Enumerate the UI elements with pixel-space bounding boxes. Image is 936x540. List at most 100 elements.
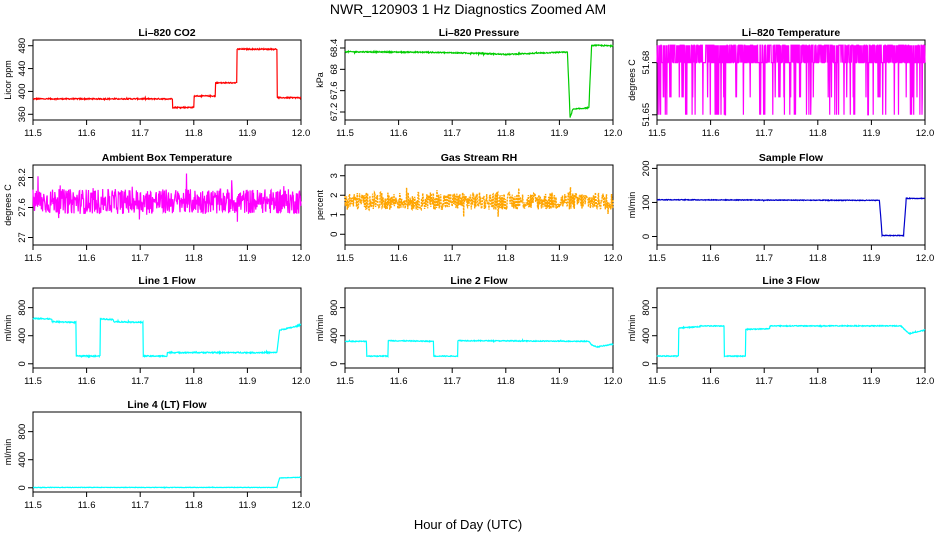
y-axis-label: ml/min [315, 315, 325, 342]
x-tick-label: 11.6 [390, 376, 408, 387]
x-tick-label: 11.5 [648, 253, 666, 264]
x-tick-label: 12.0 [916, 376, 935, 387]
y-tick-label: 68 [329, 64, 340, 75]
plot-frame [344, 39, 614, 121]
series-line-sample_flow [656, 196, 926, 238]
x-tick-label: 12.0 [604, 376, 623, 387]
x-tick-label: 11.7 [443, 128, 461, 139]
panel-title: Sample Flow [759, 152, 824, 164]
x-tick-label: 11.9 [239, 128, 257, 139]
y-axis-label: degrees C [627, 59, 637, 101]
x-tick-label: 11.8 [185, 128, 203, 139]
y-tick-label: 400 [17, 83, 28, 99]
y-tick-label: 51.65 [641, 103, 652, 127]
panel-co2: Li–820 CO2 11.5 11.6 11.7 11.8 11.9 12.0 360 400… [3, 27, 310, 139]
x-tick-label: 12.0 [292, 253, 311, 264]
y-tick-label: 440 [17, 61, 28, 77]
x-axis-label: Hour of Day (UTC) [413, 517, 523, 532]
y-axis-label: ml/min [627, 192, 637, 219]
x-tick-label: 11.9 [551, 376, 569, 387]
y-tick-label: 0 [17, 361, 28, 366]
plot-frame [32, 287, 302, 369]
y-axis-label: Licor ppm [3, 60, 13, 100]
y-axis-label: percent [315, 189, 325, 220]
x-tick-label: 11.6 [78, 376, 96, 387]
plot-frame [656, 287, 926, 369]
x-tick-label: 11.7 [131, 128, 149, 139]
panel-line1: Line 1 Flow 11.5 11.6 11.7 11.8 11.9 12.0 0 400 8… [3, 275, 310, 387]
y-tick-label: 400 [641, 328, 652, 344]
x-tick-label: 11.9 [863, 128, 881, 139]
plot-frame [656, 164, 926, 246]
y-tick-label: 800 [17, 424, 28, 440]
x-tick-label: 11.8 [809, 128, 827, 139]
x-tick-label: 12.0 [604, 128, 623, 139]
panel-title: Line 4 (LT) Flow [127, 399, 207, 411]
panel-line2: Line 2 Flow 11.5 11.6 11.7 11.8 11.9 12.0 0 400 8… [315, 275, 622, 387]
y-tick-label: 27.6 [17, 198, 28, 217]
panel-title: Li–820 CO2 [138, 27, 195, 39]
x-tick-label: 11.7 [755, 376, 773, 387]
y-tick-label: 0 [641, 361, 652, 366]
y-tick-label: 480 [17, 38, 28, 54]
panel-pressure: Li–820 Pressure 11.5 11.6 11.7 11.8 11.9 12.0 6… [315, 27, 622, 139]
x-tick-label: 11.9 [551, 128, 569, 139]
x-tick-label: 11.5 [648, 376, 666, 387]
plot-frame [656, 39, 926, 121]
y-tick-label: 800 [641, 300, 652, 316]
y-axis-label: degrees C [3, 184, 13, 226]
y-tick-label: 3 [329, 173, 340, 178]
y-axis-label: ml/min [627, 315, 637, 342]
x-tick-label: 11.5 [24, 128, 42, 139]
y-tick-label: 400 [329, 328, 340, 344]
x-tick-label: 11.5 [24, 500, 42, 511]
x-tick-label: 11.9 [863, 253, 881, 264]
x-tick-label: 11.9 [551, 253, 569, 264]
y-tick-label: 0 [329, 232, 340, 237]
y-tick-label: 67.2 [329, 103, 340, 122]
series-line-co2 [33, 46, 302, 110]
panel-title: Line 2 Flow [450, 275, 508, 287]
y-tick-label: 0 [641, 234, 652, 239]
x-tick-label: 11.6 [78, 253, 96, 264]
panel-box_temp: Ambient Box Temperature 11.5 11.6 11.7 11.8 1… [3, 152, 310, 264]
x-tick-label: 11.6 [702, 376, 720, 387]
x-tick-label: 11.7 [755, 253, 773, 264]
x-tick-label: 11.5 [24, 253, 42, 264]
y-tick-label: 67.6 [329, 81, 340, 100]
x-tick-label: 12.0 [916, 128, 935, 139]
x-tick-label: 11.9 [863, 376, 881, 387]
panel-rh: Gas Stream RH 11.5 11.6 11.7 11.8 11.9 12.0 0 1 2… [315, 152, 622, 264]
x-tick-label: 11.8 [497, 253, 515, 264]
y-tick-label: 51.68 [641, 51, 652, 75]
y-tick-label: 400 [17, 452, 28, 468]
series-line-pressure [344, 43, 614, 118]
y-tick-label: 360 [17, 106, 28, 122]
panel-title: Line 3 Flow [762, 275, 820, 287]
series-line-box_temp [32, 173, 302, 222]
panel-title: Gas Stream RH [441, 152, 517, 164]
plot-frame [344, 287, 614, 369]
series-line-line4 [32, 476, 301, 489]
x-tick-label: 12.0 [916, 253, 935, 264]
y-axis-label: ml/min [3, 439, 13, 466]
x-tick-label: 11.7 [755, 128, 773, 139]
y-tick-label: 68.4 [329, 39, 340, 58]
x-tick-label: 11.9 [239, 253, 257, 264]
panel-sample_flow: Sample Flow 11.5 11.6 11.7 11.8 11.9 12.0 0 100 2… [627, 152, 934, 264]
x-tick-label: 11.9 [239, 500, 257, 511]
panel-title: Li–820 Temperature [742, 27, 841, 39]
x-tick-label: 11.8 [497, 376, 515, 387]
x-tick-label: 11.7 [131, 253, 149, 264]
series-line-licor_temp [656, 44, 926, 116]
plot-frame [32, 39, 302, 121]
x-tick-label: 11.6 [390, 253, 408, 264]
y-axis-label: kPa [315, 72, 325, 88]
y-tick-label: 0 [329, 361, 340, 366]
x-tick-label: 11.8 [497, 128, 515, 139]
x-tick-label: 11.5 [648, 128, 666, 139]
series-line-rh [344, 187, 614, 217]
x-tick-label: 11.6 [390, 128, 408, 139]
panel-title: Li–820 Pressure [439, 27, 520, 39]
x-tick-label: 12.0 [604, 253, 623, 264]
